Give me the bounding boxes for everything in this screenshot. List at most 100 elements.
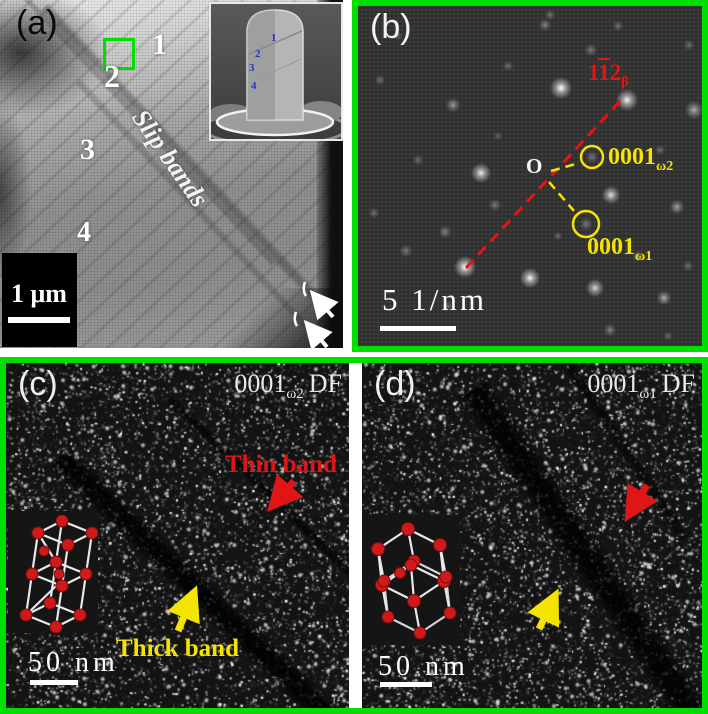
diffraction-spot xyxy=(553,231,563,241)
panel-label-a: (a) xyxy=(16,4,58,42)
title-suffix: DF xyxy=(661,369,695,398)
g2-base: 0001 xyxy=(587,234,635,260)
panel-c-arrows xyxy=(167,474,304,633)
sem-pillar-inset: 1 2 3 4 xyxy=(209,2,343,141)
panel-d-title: 0001ω1 DF xyxy=(587,369,695,403)
panel-a-tem-image: (a) 1 2 3 4 Slip bands 1 μm xyxy=(0,0,343,348)
diffraction-spot xyxy=(368,207,380,219)
red-arrow-icon xyxy=(624,482,658,522)
crystal-structure-inset xyxy=(362,515,460,645)
diffraction-spot xyxy=(398,243,414,259)
reflection-post: 2 xyxy=(609,60,622,85)
diffraction-spot xyxy=(668,198,686,216)
region-label-1: 1 xyxy=(152,28,167,61)
panel-b-inner: (b) 112β O 0001ω2 0001ω1 5 1/nm xyxy=(358,6,702,346)
panel-d-darkfield: (d) 0001ω1 DF xyxy=(362,363,702,708)
scale-bar-line-b xyxy=(380,326,456,331)
white-arrow-icon xyxy=(303,319,333,348)
origin-label: O xyxy=(526,154,543,178)
diffraction-spot xyxy=(493,131,503,141)
panel-c-title: 0001ω2 DF xyxy=(234,369,342,403)
red-dashed-direction-line xyxy=(464,97,624,270)
diffraction-spot xyxy=(544,9,556,21)
diffraction-spot xyxy=(393,31,403,41)
crystal-drawing-omega2 xyxy=(19,514,99,634)
title-base: 0001 xyxy=(234,369,287,398)
diffraction-spot xyxy=(374,74,386,86)
white-dash-mark xyxy=(302,281,308,297)
diffraction-spot xyxy=(683,39,695,51)
roi-green-box xyxy=(103,38,135,70)
panel-label-d: (d) xyxy=(374,365,416,403)
panel-b-diffraction: (b) 112β O 0001ω2 0001ω1 5 1/nm xyxy=(352,0,708,352)
diffraction-spot xyxy=(412,154,424,166)
pillar-shading xyxy=(247,10,275,120)
region-label-3: 3 xyxy=(80,133,95,166)
scale-bar-label-b: 5 1/nm xyxy=(382,282,487,317)
scale-bar-line-c xyxy=(30,680,78,685)
g2-label: 0001ω1 xyxy=(587,234,652,265)
yellow-circle-g2 xyxy=(571,209,601,239)
region-label-2: 2 xyxy=(104,58,120,94)
diffraction-spot xyxy=(612,20,624,32)
scale-bar-label-c: 50 nm xyxy=(28,647,119,678)
slip-trace-line xyxy=(250,58,302,83)
diffraction-spot xyxy=(437,224,453,240)
diffraction-spot xyxy=(519,267,541,289)
diffraction-spots-layer xyxy=(358,6,702,346)
diffraction-spot xyxy=(537,17,553,33)
scale-bar-line-d xyxy=(380,682,432,687)
panel-d-arrows xyxy=(527,482,658,631)
g1-label: 0001ω2 xyxy=(608,144,673,175)
reflection-pre: 1 xyxy=(588,60,599,85)
panel-a-arrows xyxy=(293,281,339,348)
diffraction-spot xyxy=(632,250,644,262)
thin-band-label: Thin band xyxy=(225,451,337,478)
diffraction-spot xyxy=(655,289,673,307)
bottom-frame: (c) 0001ω2 DF Thin band Thick band xyxy=(0,357,708,714)
red-arrow-icon xyxy=(267,474,304,512)
panel-label-b: (b) xyxy=(370,8,412,46)
panel-b-annotations xyxy=(464,97,624,270)
diffraction-spot xyxy=(602,322,618,338)
panel-c-darkfield: (c) 0001ω2 DF Thin band Thick band xyxy=(6,363,349,708)
panel-label-c: (c) xyxy=(18,365,58,403)
diffraction-spot xyxy=(502,60,514,72)
slip-trace-line xyxy=(248,30,303,55)
inset-number-3: 3 xyxy=(249,62,255,74)
reflection-sub: β xyxy=(621,74,629,90)
title-sub: ω1 xyxy=(639,386,657,403)
g1-sub: ω2 xyxy=(656,158,674,174)
title-sub: ω2 xyxy=(286,386,304,403)
thick-band-label: Thick band xyxy=(116,635,239,662)
diffraction-spot xyxy=(615,88,639,112)
scale-bar-box-a: 1 μm xyxy=(2,253,77,347)
crystal-structure-inset xyxy=(8,511,99,634)
diffraction-spot xyxy=(584,149,600,165)
crystal-drawing-omega1 xyxy=(371,522,457,640)
reflection-bar-digit: 1 xyxy=(598,60,610,85)
white-arrow-icon xyxy=(309,289,339,321)
g2-sub: ω1 xyxy=(635,248,653,264)
inset-number-2: 2 xyxy=(255,48,261,60)
scale-bar-label-a: 1 μm xyxy=(11,279,67,308)
region-label-4: 4 xyxy=(77,217,91,248)
g1-base: 0001 xyxy=(608,144,656,170)
diffraction-spot xyxy=(601,185,621,205)
diffraction-spot xyxy=(684,100,702,120)
scale-bar-line-a xyxy=(8,317,70,323)
inset-number-4: 4 xyxy=(251,80,257,92)
diffraction-spot xyxy=(654,144,666,156)
diffraction-spot xyxy=(578,216,594,232)
diffraction-spot xyxy=(583,42,599,58)
reflection-label-112b: 112β xyxy=(588,60,629,91)
title-base: 0001 xyxy=(587,369,640,398)
yellow-dashed-line xyxy=(550,161,580,173)
diffraction-spot xyxy=(663,331,673,341)
diffraction-spot xyxy=(549,76,573,100)
white-dash-mark xyxy=(293,311,299,327)
pillar-drawing xyxy=(211,9,341,139)
diffraction-spot xyxy=(585,278,605,298)
scale-bar-label-d: 50 nm xyxy=(378,651,469,682)
pillar-body xyxy=(246,9,304,121)
